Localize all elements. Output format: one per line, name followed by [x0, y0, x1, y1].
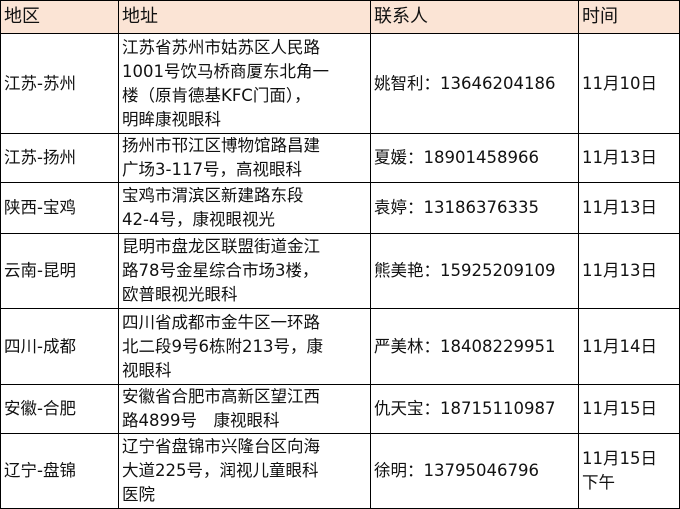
header-contact: 联系人: [370, 0, 579, 34]
region-cell: 陕西-宝鸡: [0, 182, 119, 234]
time-cell: 11月13日: [578, 233, 680, 309]
time-cell: 11月13日: [578, 133, 680, 183]
contact-cell: 熊美艳：15925209109: [370, 233, 579, 309]
address-cell: 安徽省合肥市高新区望江西 路4899号 康视眼科: [118, 384, 371, 434]
contact-cell: 姚智利：13646204186: [370, 33, 579, 134]
header-address: 地址: [118, 0, 371, 34]
region-cell: 江苏-苏州: [0, 33, 119, 134]
contact-cell: 严美林：18408229951: [370, 308, 579, 385]
address-cell: 江苏省苏州市姑苏区人民路 1001号饮马桥商厦东北角一 楼（原肯德基KFC门面）…: [118, 33, 371, 134]
header-region: 地区: [0, 0, 119, 34]
time-cell: 11月15日: [578, 384, 680, 434]
table-row: 云南-昆明 昆明市盘龙区联盟街道金江 路78号金星综合市场3楼， 欧普眼视光眼科…: [0, 233, 680, 309]
region-cell: 安徽-合肥: [0, 384, 119, 434]
contact-cell: 袁婷：13186376335: [370, 182, 579, 234]
region-cell: 江苏-扬州: [0, 133, 119, 183]
address-cell: 四川省成都市金牛区一环路 北二段9号6栋附213号，康 视眼科: [118, 308, 371, 385]
region-cell: 云南-昆明: [0, 233, 119, 309]
table-row: 陕西-宝鸡 宝鸡市渭滨区新建路东段 42-4号，康视眼视光 袁婷：1318637…: [0, 182, 680, 234]
table-row: 江苏-苏州 江苏省苏州市姑苏区人民路 1001号饮马桥商厦东北角一 楼（原肯德基…: [0, 33, 680, 134]
address-cell: 扬州市邗江区博物馆路昌建 广场3-117号，高视眼科: [118, 133, 371, 183]
table-row: 安徽-合肥 安徽省合肥市高新区望江西 路4899号 康视眼科 仇天宝：18715…: [0, 384, 680, 434]
contact-cell: 徐明：13795046796: [370, 433, 579, 509]
address-cell: 宝鸡市渭滨区新建路东段 42-4号，康视眼视光: [118, 182, 371, 234]
address-cell: 昆明市盘龙区联盟街道金江 路78号金星综合市场3楼， 欧普眼视光眼科: [118, 233, 371, 309]
time-cell: 11月14日: [578, 308, 680, 385]
contact-cell: 仇天宝：18715110987: [370, 384, 579, 434]
table-row: 四川-成都 四川省成都市金牛区一环路 北二段9号6栋附213号，康 视眼科 严美…: [0, 308, 680, 385]
table-row: 辽宁-盘锦 辽宁省盘锦市兴隆台区向海 大道225号，润视儿童眼科 医院 徐明：1…: [0, 433, 680, 509]
header-time: 时间: [578, 0, 680, 34]
time-cell: 11月13日: [578, 182, 680, 234]
time-cell: 11月10日: [578, 33, 680, 134]
region-cell: 四川-成都: [0, 308, 119, 385]
header-row: 地区 地址 联系人 时间: [0, 0, 680, 34]
contact-cell: 夏媛：18901458966: [370, 133, 579, 183]
table-row: 江苏-扬州 扬州市邗江区博物馆路昌建 广场3-117号，高视眼科 夏媛：1890…: [0, 133, 680, 183]
address-cell: 辽宁省盘锦市兴隆台区向海 大道225号，润视儿童眼科 医院: [118, 433, 371, 509]
time-cell: 11月15日 下午: [578, 433, 680, 509]
region-cell: 辽宁-盘锦: [0, 433, 119, 509]
